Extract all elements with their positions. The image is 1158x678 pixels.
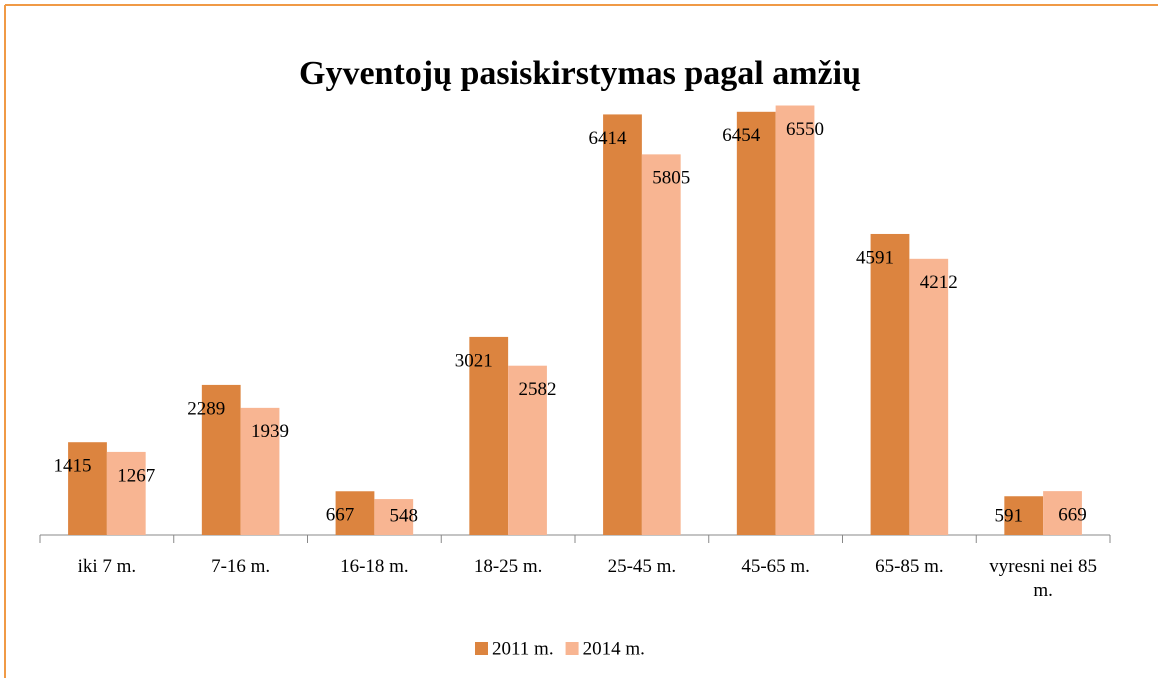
bar — [374, 499, 414, 535]
x-tick-label: 25-45 m. — [607, 556, 677, 577]
bar — [508, 365, 547, 535]
data-label: 4591 — [856, 247, 894, 268]
data-label: 548 — [390, 505, 419, 526]
legend-label: 2014 m. — [583, 638, 645, 659]
bar — [201, 384, 241, 535]
bar — [68, 442, 107, 535]
data-label: 5805 — [652, 168, 690, 189]
bar — [1004, 496, 1044, 535]
x-tick-label: 18-25 m. — [473, 556, 543, 577]
x-tick-label: vyresni nei 85 m. — [989, 556, 1097, 601]
bar — [909, 258, 949, 535]
bar — [240, 407, 280, 535]
data-label: 1939 — [251, 421, 289, 442]
bar — [603, 114, 642, 535]
bar — [641, 154, 681, 536]
bar — [335, 491, 375, 535]
data-label: 591 — [994, 505, 1023, 526]
chart-title: Gyventojų pasiskirstymas pagal amžių — [299, 55, 861, 92]
data-label: 667 — [326, 505, 355, 526]
data-label: 4212 — [920, 272, 958, 293]
data-label: 669 — [1058, 504, 1087, 525]
data-label: 2582 — [519, 379, 557, 400]
legend-swatch — [475, 642, 488, 655]
data-label: 1415 — [53, 456, 91, 477]
legend-label: 2011 m. — [492, 638, 554, 659]
x-tick-label: 45-65 m. — [741, 556, 810, 577]
data-label: 6550 — [786, 119, 824, 140]
bar — [736, 111, 776, 535]
bar — [106, 451, 146, 535]
bar — [870, 233, 910, 535]
bar — [469, 336, 509, 535]
x-tick-label: iki 7 m. — [77, 556, 137, 577]
x-tick-label: 7-16 m. — [211, 556, 271, 577]
data-label: 6454 — [722, 125, 761, 146]
bar — [775, 105, 815, 535]
bar — [1043, 491, 1082, 535]
data-label: 6414 — [588, 128, 627, 149]
data-label: 1267 — [117, 465, 155, 486]
legend-swatch — [565, 642, 579, 655]
x-tick-label: 16-18 m. — [340, 556, 409, 577]
x-tick-label: 65-85 m. — [875, 556, 944, 577]
data-label: 2289 — [187, 398, 225, 419]
data-label: 3021 — [455, 350, 493, 371]
